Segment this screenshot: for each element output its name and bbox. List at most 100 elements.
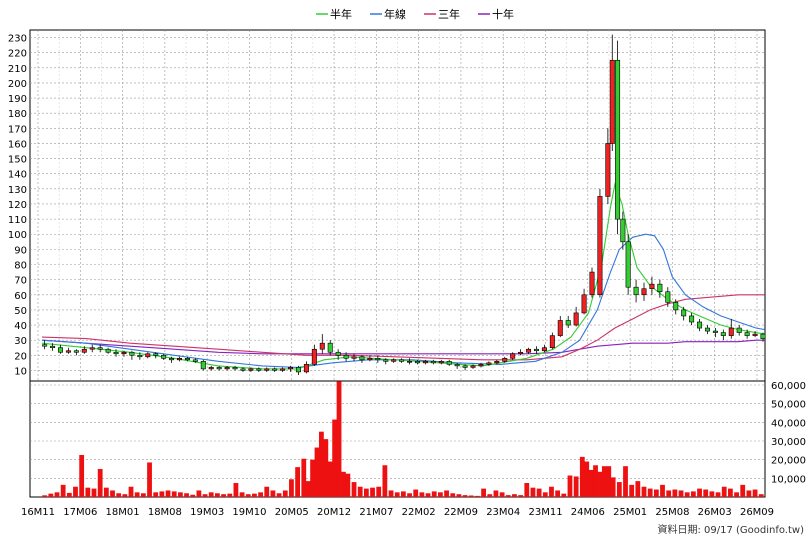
volume-bar xyxy=(128,486,134,497)
candle xyxy=(615,40,621,235)
candle xyxy=(728,318,734,339)
volume-bar xyxy=(252,493,257,497)
volume-bar xyxy=(601,466,607,497)
candle-body-up xyxy=(145,353,151,358)
candle xyxy=(295,365,301,375)
volume-bar xyxy=(140,493,146,497)
price-tick-label: 30 xyxy=(14,336,27,347)
candle xyxy=(177,356,183,362)
candle xyxy=(502,356,508,363)
price-tick-label: 100 xyxy=(8,230,27,241)
candle-body-down xyxy=(50,345,56,349)
volume-bar xyxy=(623,466,628,497)
candle xyxy=(597,188,603,298)
volume-bar xyxy=(110,490,115,497)
x-tick-label: 22M09 xyxy=(444,507,478,518)
candle xyxy=(657,279,663,298)
volume-bar xyxy=(518,495,524,497)
x-tick-label: 16M11 xyxy=(21,507,55,518)
candle-body-down xyxy=(704,327,710,332)
x-tick-label: 17M06 xyxy=(63,507,97,518)
candle-body-down xyxy=(736,327,742,333)
volume-bar xyxy=(647,488,653,497)
volume-bar xyxy=(215,493,220,497)
x-tick-label: 20M12 xyxy=(317,507,351,518)
candle xyxy=(50,343,56,351)
volume-bar xyxy=(227,493,233,497)
volume-bar xyxy=(42,495,48,497)
volume-bar xyxy=(530,487,536,497)
price-tick-label: 220 xyxy=(8,49,27,60)
candle-body-up xyxy=(752,333,758,336)
volume-bar xyxy=(147,462,152,497)
x-tick-label: 18M01 xyxy=(106,507,140,518)
candle xyxy=(129,350,135,360)
candle-body-down xyxy=(383,359,389,362)
candle xyxy=(327,340,333,356)
volume-bar xyxy=(678,490,684,497)
candle-body-up xyxy=(319,342,325,350)
volume-bar xyxy=(536,488,542,497)
candle xyxy=(113,349,119,357)
candle xyxy=(462,364,468,371)
candle-body-down xyxy=(343,354,349,359)
candle-body-down xyxy=(399,359,405,362)
candle xyxy=(760,332,766,342)
volume-bar xyxy=(54,492,60,497)
volume-bar xyxy=(310,459,315,497)
volume-bar xyxy=(370,487,375,497)
volume-bar xyxy=(103,487,109,497)
volume-bar xyxy=(351,482,357,497)
candle xyxy=(681,306,687,321)
price-tick-label: 40 xyxy=(14,321,27,332)
candle xyxy=(633,279,639,303)
candle-body-down xyxy=(105,348,111,353)
candle xyxy=(478,362,484,368)
x-tick-label: 25M08 xyxy=(655,507,689,518)
candle-body-up xyxy=(303,364,309,373)
volume-bar xyxy=(709,491,715,497)
price-tick-label: 130 xyxy=(8,185,27,196)
data-date-footer: 資料日期: 09/17 (Goodinfo.tw) xyxy=(657,523,804,536)
candle-body-down xyxy=(462,365,468,368)
volume-bar xyxy=(245,494,251,497)
candle-body-up xyxy=(494,361,500,364)
candle xyxy=(541,344,547,353)
price-tick-label: 70 xyxy=(14,276,27,287)
volume-bar xyxy=(233,483,239,497)
volume-bars xyxy=(42,381,764,497)
volume-bar xyxy=(282,490,288,497)
moving-average-lines xyxy=(41,182,765,370)
candle-body-down xyxy=(665,291,671,303)
x-tick-label: 23M11 xyxy=(528,507,562,518)
x-tick-label: 20M05 xyxy=(275,507,309,518)
candle-body-down xyxy=(633,286,639,296)
candle xyxy=(697,318,703,332)
volume-bar xyxy=(221,494,226,497)
candle-body-up xyxy=(422,361,428,364)
candle-body-down xyxy=(689,315,695,323)
volume-bar xyxy=(153,492,159,497)
volume-bar xyxy=(629,484,635,497)
candle-body-down xyxy=(153,353,159,356)
candle-body-down xyxy=(161,354,167,359)
volume-bar xyxy=(363,488,369,497)
candle xyxy=(73,349,79,356)
volume-bar xyxy=(579,456,585,497)
volume-bar xyxy=(456,494,462,497)
volume-bar xyxy=(555,490,561,497)
x-tick-label: 23M04 xyxy=(486,507,520,518)
candle-body-up xyxy=(589,271,595,296)
price-tick-label: 20 xyxy=(14,351,27,362)
candle xyxy=(744,329,750,339)
candle xyxy=(446,359,452,366)
volume-bar xyxy=(134,492,140,497)
volume-bar xyxy=(505,495,511,497)
candle-body-down xyxy=(256,368,262,371)
candle-body-up xyxy=(728,327,734,336)
candle-body-up xyxy=(549,335,555,349)
candle-body-down xyxy=(200,361,206,370)
candle xyxy=(752,331,758,338)
legend-label: 三年 xyxy=(438,7,460,21)
